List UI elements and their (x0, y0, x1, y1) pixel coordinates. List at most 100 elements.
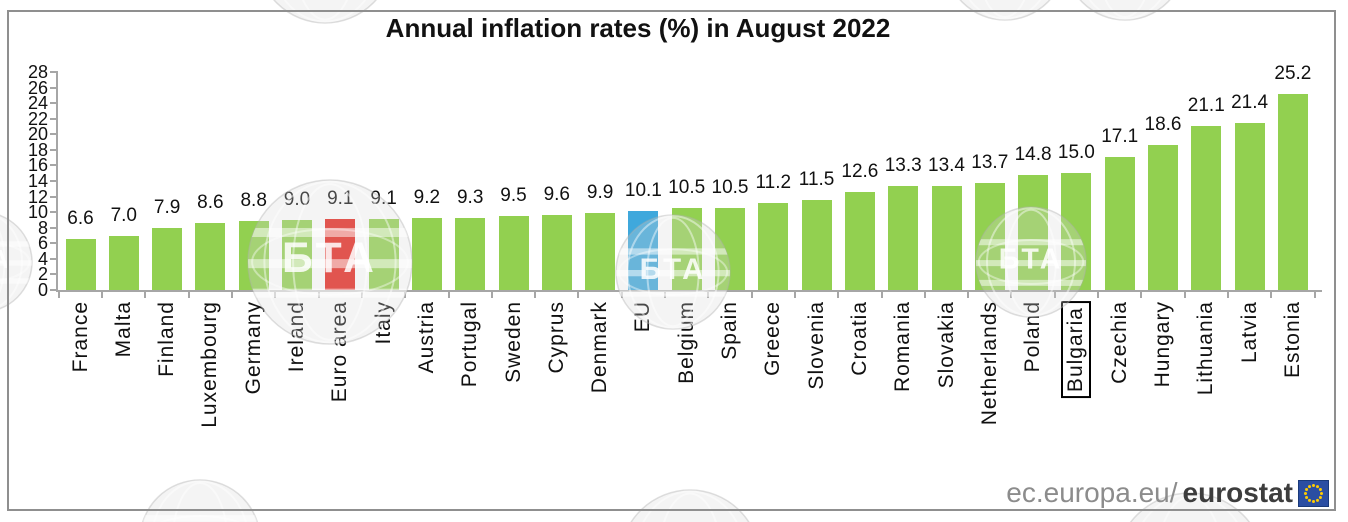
y-axis-tick (50, 273, 56, 276)
x-label-wrap-lithuania: Lithuania (1189, 301, 1223, 395)
y-axis-tick (50, 164, 56, 167)
x-label-netherlands: Netherlands (977, 301, 1001, 426)
y-axis-tick (50, 257, 56, 260)
x-label-wrap-france: France (64, 301, 98, 372)
bar-portugal (455, 217, 486, 290)
value-label-malta: 7.0 (110, 204, 137, 226)
y-axis-tick (50, 242, 56, 245)
eu-flag-star (1318, 487, 1322, 491)
x-axis-tick (1226, 292, 1229, 298)
y-axis (56, 71, 58, 292)
x-axis-tick (1053, 292, 1056, 298)
bar-romania (888, 186, 919, 290)
value-label-hungary: 18.6 (1144, 114, 1182, 136)
value-label-luxembourg: 8.6 (197, 192, 224, 214)
bar-eu (628, 211, 659, 290)
x-label-estonia: Estonia (1280, 301, 1304, 379)
y-axis-tick-label: 10 (27, 202, 48, 223)
x-label-spain: Spain (718, 301, 741, 360)
bar-denmark (585, 212, 616, 290)
x-axis-tick (1097, 292, 1100, 298)
x-label-malta: Malta (111, 301, 135, 358)
x-label-ireland: Ireland (285, 301, 308, 373)
bar-france (65, 238, 96, 290)
x-axis-tick (1183, 292, 1186, 298)
y-axis-tick-label: 22 (27, 108, 48, 129)
x-label-wrap-romania: Romania (886, 301, 920, 392)
x-axis-tick (837, 292, 840, 298)
value-label-belgium: 10.5 (668, 177, 706, 199)
x-label-wrap-finland: Finland (150, 301, 184, 377)
bar-malta (108, 235, 139, 290)
y-axis-tick-label: 6 (37, 233, 48, 254)
value-label-netherlands: 13.7 (971, 152, 1009, 174)
x-label-wrap-germany: Germany (237, 301, 271, 394)
value-label-portugal: 9.3 (456, 186, 484, 208)
x-axis-tick (490, 292, 493, 298)
x-axis-tick (967, 292, 970, 298)
x-label-wrap-italy: Italy (367, 301, 401, 345)
y-axis-tick (50, 71, 56, 73)
x-axis-tick (57, 292, 60, 298)
value-label-austria: 9.2 (413, 187, 441, 209)
x-axis-tick (404, 292, 407, 298)
x-label-eu: EU (631, 301, 655, 333)
x-label-wrap-netherlands: Netherlands (973, 301, 1007, 425)
x-label-portugal: Portugal (458, 301, 482, 388)
x-axis-tick (360, 292, 363, 298)
y-axis-tick (50, 211, 56, 214)
x-label-cyprus: Cyprus (544, 301, 568, 374)
x-axis-tick (1010, 292, 1013, 298)
x-axis-tick (923, 292, 926, 298)
x-label-poland: Poland (1021, 301, 1045, 373)
x-label-italy: Italy (371, 301, 395, 345)
x-label-wrap-estonia: Estonia (1276, 301, 1310, 378)
x-axis-tick (317, 292, 320, 298)
y-axis-tick-label: 8 (37, 217, 48, 238)
y-axis-tick (50, 117, 56, 120)
x-label-finland: Finland (155, 301, 179, 377)
x-label-austria: Austria (414, 301, 438, 374)
y-axis-tick-label: 18 (27, 139, 48, 160)
x-label-luxembourg: Luxembourg (198, 301, 222, 428)
bar-croatia (844, 191, 875, 290)
value-label-poland: 14.8 (1014, 143, 1052, 165)
x-label-bulgaria: Bulgaria (1061, 301, 1092, 399)
eu-flag-icon (1298, 479, 1329, 507)
value-label-slovakia: 13.4 (928, 154, 965, 176)
y-axis-tick-label: 20 (27, 124, 48, 145)
x-axis-tick (1313, 292, 1316, 298)
value-label-slovenia: 11.5 (798, 169, 835, 191)
bar-estonia (1277, 93, 1308, 290)
value-label-ireland: 9.0 (283, 188, 311, 210)
value-label-sweden: 9.5 (500, 185, 527, 207)
x-label-wrap-cyprus: Cyprus (540, 301, 574, 374)
x-label-france: France (68, 301, 92, 373)
y-axis-tick (50, 289, 56, 291)
value-label-czechia: 17.1 (1101, 125, 1139, 147)
x-label-wrap-croatia: Croatia (843, 301, 877, 376)
bar-spain (715, 208, 745, 290)
bar-netherlands (974, 183, 1005, 290)
x-label-sweden: Sweden (501, 301, 525, 383)
y-axis-tick (50, 102, 56, 105)
value-label-germany: 8.8 (240, 190, 267, 212)
eu-flag-star (1316, 498, 1319, 502)
bar-luxembourg (195, 223, 226, 290)
x-axis-tick (1270, 292, 1273, 298)
value-label-finland: 7.9 (153, 197, 181, 219)
value-label-estonia: 25.2 (1274, 62, 1312, 84)
y-axis-tick-label: 2 (37, 264, 48, 285)
value-label-bulgaria: 15.0 (1057, 142, 1095, 164)
bar-austria (411, 218, 442, 290)
x-label-wrap-eu: EU (626, 301, 660, 332)
x-label-greece: Greece (761, 301, 785, 376)
y-axis-tick (50, 86, 56, 89)
x-label-wrap-slovakia: Slovakia (930, 301, 964, 388)
x-label-wrap-ireland: Ireland (280, 301, 314, 372)
x-label-wrap-spain: Spain (713, 301, 747, 360)
eu-flag-star (1308, 484, 1311, 488)
y-axis-tick-label: 26 (27, 77, 48, 98)
eu-flag-star (1305, 495, 1309, 499)
